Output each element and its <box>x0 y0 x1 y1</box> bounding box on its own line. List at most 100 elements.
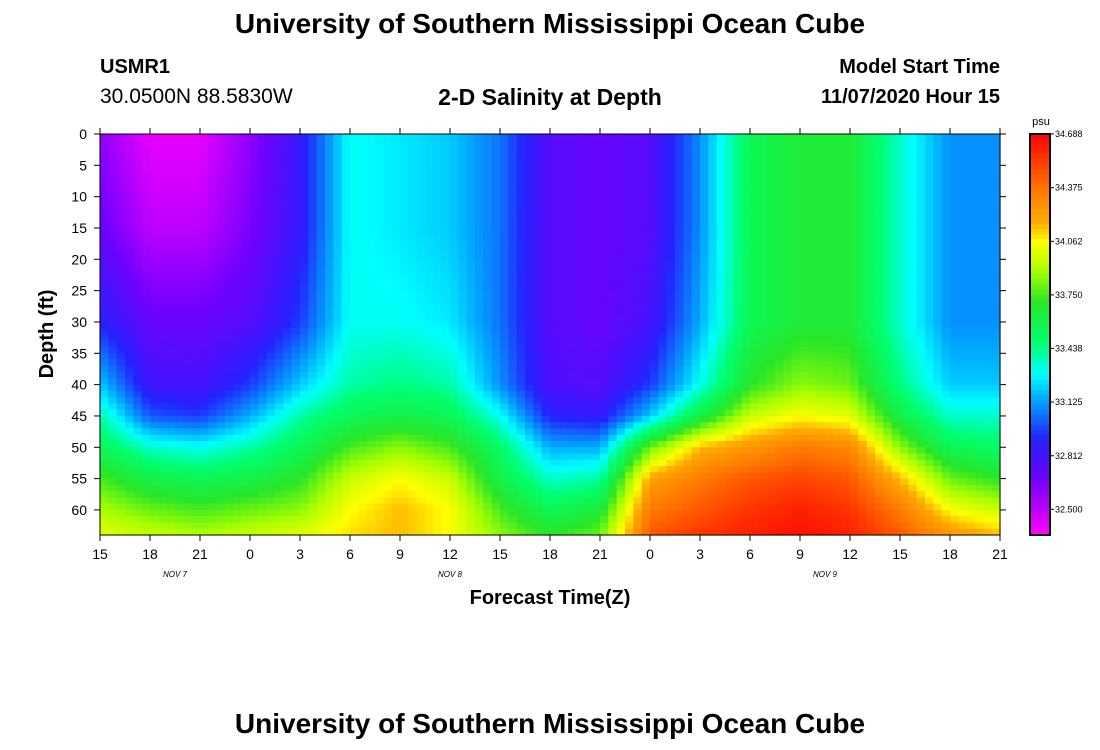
heatmap-cell <box>383 177 393 185</box>
heatmap-cell <box>608 466 618 473</box>
heatmap-cell <box>416 441 426 448</box>
heatmap-cell <box>558 466 568 473</box>
heatmap-cell <box>716 209 726 217</box>
heatmap-cell <box>716 484 726 492</box>
heatmap-cell <box>175 397 184 405</box>
heatmap-cell <box>691 221 701 229</box>
heatmap-cell <box>233 347 243 354</box>
heatmap-cell <box>725 409 734 417</box>
heatmap-cell <box>741 290 751 298</box>
heatmap-cell <box>550 409 559 417</box>
heatmap-cell <box>425 484 434 492</box>
heatmap-cell <box>141 459 151 467</box>
heatmap-cell <box>116 516 126 524</box>
heatmap-cell <box>408 202 418 210</box>
heatmap-cell <box>366 303 376 311</box>
heatmap-cell <box>525 441 534 448</box>
heatmap-cell <box>533 171 543 179</box>
heatmap-cell <box>525 466 534 473</box>
heatmap-cell <box>175 359 184 367</box>
heatmap-cell <box>433 159 443 166</box>
heatmap-cell <box>375 271 384 279</box>
heatmap-cell <box>691 271 701 279</box>
heatmap-cell <box>525 328 534 336</box>
heatmap-cell <box>708 284 718 292</box>
heatmap-cell <box>200 290 209 298</box>
heatmap-cell <box>125 415 134 423</box>
heatmap-cell <box>625 472 634 480</box>
heatmap-cell <box>458 378 468 386</box>
heatmap-cell <box>300 246 309 254</box>
heatmap-cell <box>566 365 576 373</box>
heatmap-cell <box>450 459 459 467</box>
heatmap-cell <box>316 234 326 242</box>
heatmap-cell <box>375 434 384 442</box>
heatmap-cell <box>241 503 251 511</box>
heatmap-cell <box>150 528 159 536</box>
heatmap-cell <box>408 140 418 148</box>
heatmap-cell <box>308 234 318 242</box>
heatmap-cell <box>166 184 176 191</box>
heatmap-cell <box>641 491 651 499</box>
heatmap-cell <box>116 378 126 386</box>
heatmap-cell <box>325 359 334 367</box>
heatmap-cell <box>158 390 168 398</box>
heatmap-cell <box>158 184 168 191</box>
heatmap-cell <box>700 384 709 392</box>
heatmap-cell <box>216 478 226 486</box>
heatmap-cell <box>650 196 659 204</box>
heatmap-cell <box>450 215 459 223</box>
heatmap-cell <box>150 190 159 198</box>
heatmap-cell <box>208 491 218 499</box>
heatmap-cell <box>525 309 534 317</box>
heatmap-cell <box>666 384 676 392</box>
heatmap-cell <box>608 246 618 254</box>
heatmap-cell <box>533 422 543 430</box>
heatmap-cell <box>391 484 401 492</box>
heatmap-cell <box>550 278 559 285</box>
heatmap-cell <box>691 478 701 486</box>
heatmap-cell <box>733 422 743 430</box>
heatmap-cell <box>558 390 568 398</box>
heatmap-cell <box>341 347 351 354</box>
heatmap-cell <box>483 134 493 141</box>
heatmap-cell <box>625 434 634 442</box>
heatmap-cell <box>216 491 226 499</box>
heatmap-cell <box>541 215 551 223</box>
heatmap-cell <box>216 453 226 461</box>
heatmap-cell <box>341 397 351 405</box>
heatmap-cell <box>450 196 459 204</box>
heatmap-cell <box>691 309 701 317</box>
heatmap-cell <box>108 491 118 499</box>
heatmap-cell <box>625 503 634 511</box>
heatmap-cell <box>725 466 734 473</box>
heatmap-cell <box>291 253 301 260</box>
heatmap-cell <box>575 240 584 248</box>
heatmap-cell <box>533 528 543 536</box>
heatmap-cell <box>425 328 434 336</box>
heatmap-cell <box>266 177 276 185</box>
heatmap-cell <box>266 522 276 530</box>
heatmap-cell <box>283 397 293 405</box>
heatmap-cell <box>550 259 559 267</box>
heatmap-cell <box>450 378 459 386</box>
heatmap-cell <box>741 459 751 467</box>
heatmap-cell <box>108 472 118 480</box>
heatmap-cell <box>183 441 193 448</box>
heatmap-cell <box>625 271 634 279</box>
heatmap-cell <box>175 509 184 517</box>
heatmap-cell <box>550 347 559 354</box>
heatmap-cell <box>250 415 259 423</box>
heatmap-cell <box>566 246 576 254</box>
heatmap-cell <box>641 428 651 436</box>
heatmap-cell <box>625 278 634 285</box>
heatmap-cell <box>300 378 309 386</box>
heatmap-cell <box>300 434 309 442</box>
heatmap-cell <box>316 215 326 223</box>
heatmap-cell <box>716 459 726 467</box>
heatmap-cell <box>266 209 276 217</box>
heatmap-cell <box>125 246 134 254</box>
heatmap-cell <box>341 340 351 348</box>
heatmap-cell <box>575 140 584 148</box>
heatmap-cell <box>375 209 384 217</box>
